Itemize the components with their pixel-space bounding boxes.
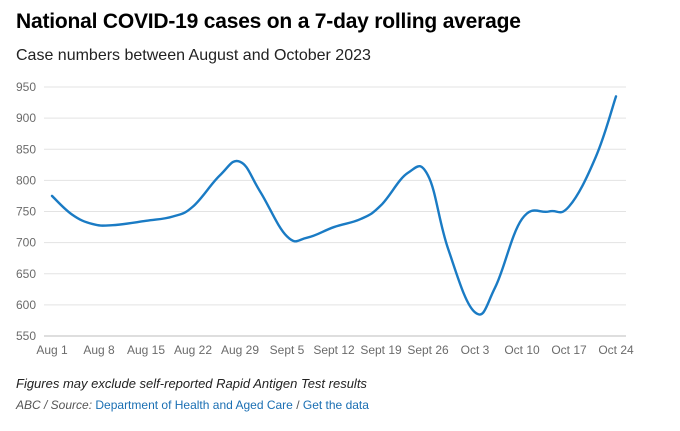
series-line (50, 95, 618, 316)
y-tick-label: 950 (16, 80, 36, 94)
x-tick-label: Sept 19 (360, 343, 402, 357)
y-axis-ticks: 550 600 650 700 750 800 850 900 950 (16, 80, 36, 343)
x-tick-label: Sept 5 (270, 343, 305, 357)
chart-note: Figures may exclude self-reported Rapid … (16, 376, 367, 391)
x-tick-label: Aug 29 (221, 343, 259, 357)
source-prefix: ABC / Source: (16, 398, 93, 412)
x-tick-label: Aug 1 (36, 343, 68, 357)
y-tick-label: 800 (16, 173, 36, 187)
y-tick-label: 700 (16, 236, 36, 250)
x-tick-label: Oct 3 (461, 343, 490, 357)
y-tick-label: 900 (16, 111, 36, 125)
series-group (50, 95, 618, 316)
x-tick-label: Sept 26 (407, 343, 449, 357)
x-tick-label: Oct 24 (598, 343, 634, 357)
source-link[interactable]: Department of Health and Aged Care (95, 398, 293, 412)
get-data-link[interactable]: Get the data (302, 398, 369, 412)
x-tick-label: Oct 10 (504, 343, 540, 357)
chart-subtitle: Case numbers between August and October … (16, 47, 371, 64)
source-line: ABC / Source: Department of Health and A… (16, 398, 369, 412)
x-tick-label: Sept 12 (313, 343, 355, 357)
y-tick-label: 750 (16, 205, 36, 219)
x-tick-label: Oct 17 (551, 343, 587, 357)
y-tick-label: 550 (16, 329, 36, 343)
x-tick-label: Aug 8 (83, 343, 115, 357)
x-tick-label: Aug 15 (127, 343, 165, 357)
gridlines (44, 86, 626, 337)
chart-title: National COVID-19 cases on a 7-day rolli… (16, 10, 521, 33)
x-tick-label: Aug 22 (174, 343, 212, 357)
y-tick-label: 850 (16, 142, 36, 156)
y-tick-label: 650 (16, 267, 36, 281)
source-separator: / (296, 398, 300, 412)
x-axis-ticks: Aug 1 Aug 8 Aug 15 Aug 22 Aug 29 Sept 5 Sept 1… (36, 343, 634, 357)
y-tick-label: 600 (16, 298, 36, 312)
